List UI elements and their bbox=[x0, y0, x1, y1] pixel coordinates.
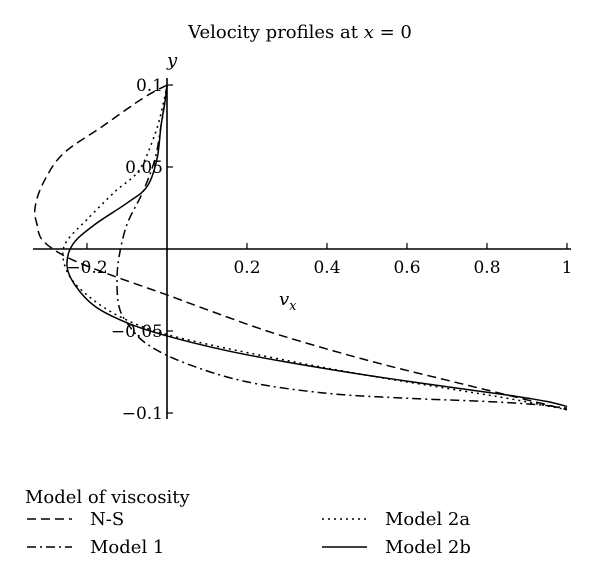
x-tick-label: 0.4 bbox=[313, 258, 340, 278]
y-tick-label: −0.1 bbox=[122, 404, 163, 424]
legend-label: Model 1 bbox=[90, 537, 164, 558]
legend: Model of viscosity N-S Model 1 Model 2a Mod… bbox=[25, 487, 471, 558]
series-lines bbox=[33, 84, 568, 411]
axes bbox=[33, 78, 571, 419]
tick-marks: −0.2 0.2 0.4 0.6 0.8 10.10.05−0.05−0.1 bbox=[66, 76, 572, 424]
legend-label: Model 2a bbox=[385, 509, 470, 530]
x-tick-label: 1 bbox=[562, 258, 573, 278]
legend-title: Model of viscosity bbox=[25, 487, 190, 508]
series-line-model-1 bbox=[116, 84, 568, 409]
y-tick-label: −0.05 bbox=[111, 322, 163, 342]
x-tick-label: 0.2 bbox=[233, 258, 260, 278]
x-tick-label: 0.8 bbox=[473, 258, 500, 278]
x-axis-label: vx bbox=[279, 289, 297, 314]
y-axis-label: y bbox=[166, 50, 178, 71]
x-tick-label: 0.6 bbox=[393, 258, 420, 278]
legend-label: Model 2b bbox=[385, 537, 471, 558]
x-tick-label: −0.2 bbox=[66, 258, 107, 278]
chart-title-rest: = 0 bbox=[374, 22, 412, 43]
legend-label: N-S bbox=[90, 509, 124, 530]
x-axis-label-var: v bbox=[279, 289, 289, 310]
chart-title: Velocity profiles at x = 0 bbox=[187, 22, 412, 43]
series-line-model-2a bbox=[62, 84, 568, 411]
y-tick-label: 0.1 bbox=[136, 76, 163, 96]
series-line-n-s bbox=[33, 84, 568, 411]
chart-title-main: Velocity profiles at bbox=[187, 22, 364, 43]
chart-title-variable: x bbox=[364, 22, 374, 43]
series-line-model-2b bbox=[66, 84, 568, 408]
x-axis-label-sub: x bbox=[289, 299, 297, 314]
